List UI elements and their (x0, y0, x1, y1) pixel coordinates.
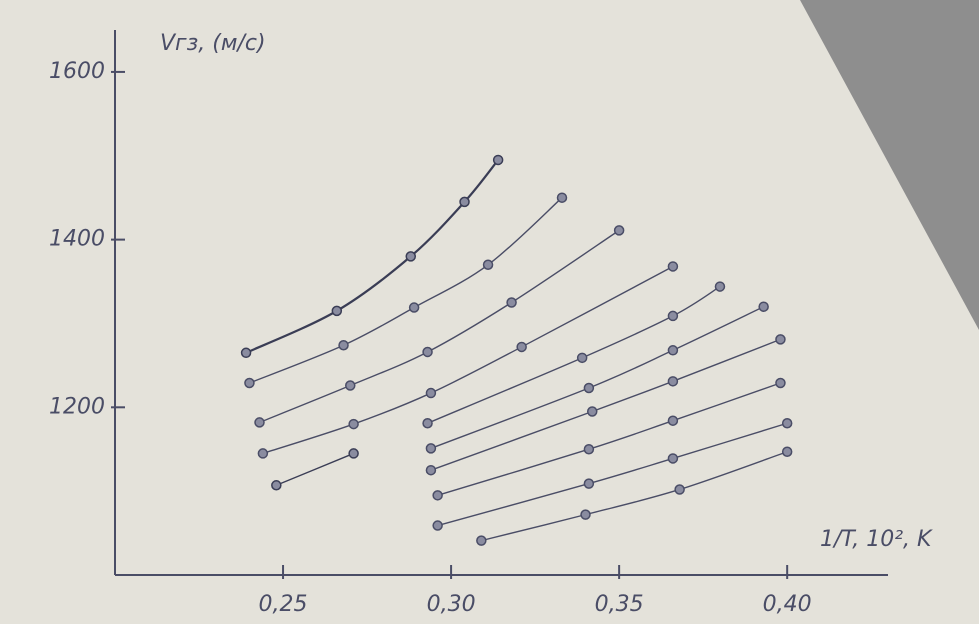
data-point (423, 419, 432, 428)
data-point (588, 407, 597, 416)
data-point (484, 260, 493, 269)
data-point (423, 347, 432, 356)
data-point (584, 479, 593, 488)
x-tick-label: 0,40 (763, 592, 812, 617)
data-point (272, 481, 281, 490)
x-tick-label: 0,35 (595, 592, 644, 617)
data-point (783, 419, 792, 428)
data-point (494, 155, 503, 164)
data-point (715, 282, 724, 291)
data-point (507, 298, 516, 307)
data-point (433, 521, 442, 530)
data-point (346, 381, 355, 390)
y-axis-title: Vгз, (м/с) (160, 31, 266, 56)
data-point (675, 485, 684, 494)
data-point (339, 341, 348, 350)
x-axis-title: 1/T, 10², K (820, 527, 933, 552)
data-point (426, 444, 435, 453)
data-point (578, 353, 587, 362)
x-tick-label: 0,25 (259, 592, 308, 617)
data-point (557, 193, 566, 202)
data-point (776, 335, 785, 344)
page: {"chart_data": {"type": "line", "y_label… (0, 0, 979, 624)
data-point (258, 449, 267, 458)
data-point (242, 348, 251, 357)
chart: Vгз, (м/с) 1/T, 10², K 1200 1400 1600 0,25 0… (0, 0, 979, 624)
data-point (332, 306, 341, 315)
data-point (776, 378, 785, 387)
data-point (584, 384, 593, 393)
data-point (426, 466, 435, 475)
data-point (668, 454, 677, 463)
data-point (615, 226, 624, 235)
data-point (426, 389, 435, 398)
x-tick-label: 0,30 (427, 592, 476, 617)
data-point (406, 252, 415, 261)
data-point (349, 420, 358, 429)
data-point (581, 510, 590, 519)
data-point (477, 536, 486, 545)
data-point (668, 311, 677, 320)
data-point (584, 445, 593, 454)
data-point (783, 447, 792, 456)
data-point (410, 303, 419, 312)
data-point (668, 416, 677, 425)
data-point (759, 302, 768, 311)
data-point (668, 377, 677, 386)
data-point (245, 378, 254, 387)
data-point (433, 491, 442, 500)
data-point (460, 197, 469, 206)
data-point (668, 346, 677, 355)
data-point (349, 449, 358, 458)
y-tick-label: 1200 (49, 394, 105, 419)
data-point (517, 342, 526, 351)
data-point (668, 262, 677, 271)
data-point (255, 418, 264, 427)
y-tick-label: 1400 (49, 227, 105, 252)
y-tick-label: 1600 (49, 59, 105, 84)
